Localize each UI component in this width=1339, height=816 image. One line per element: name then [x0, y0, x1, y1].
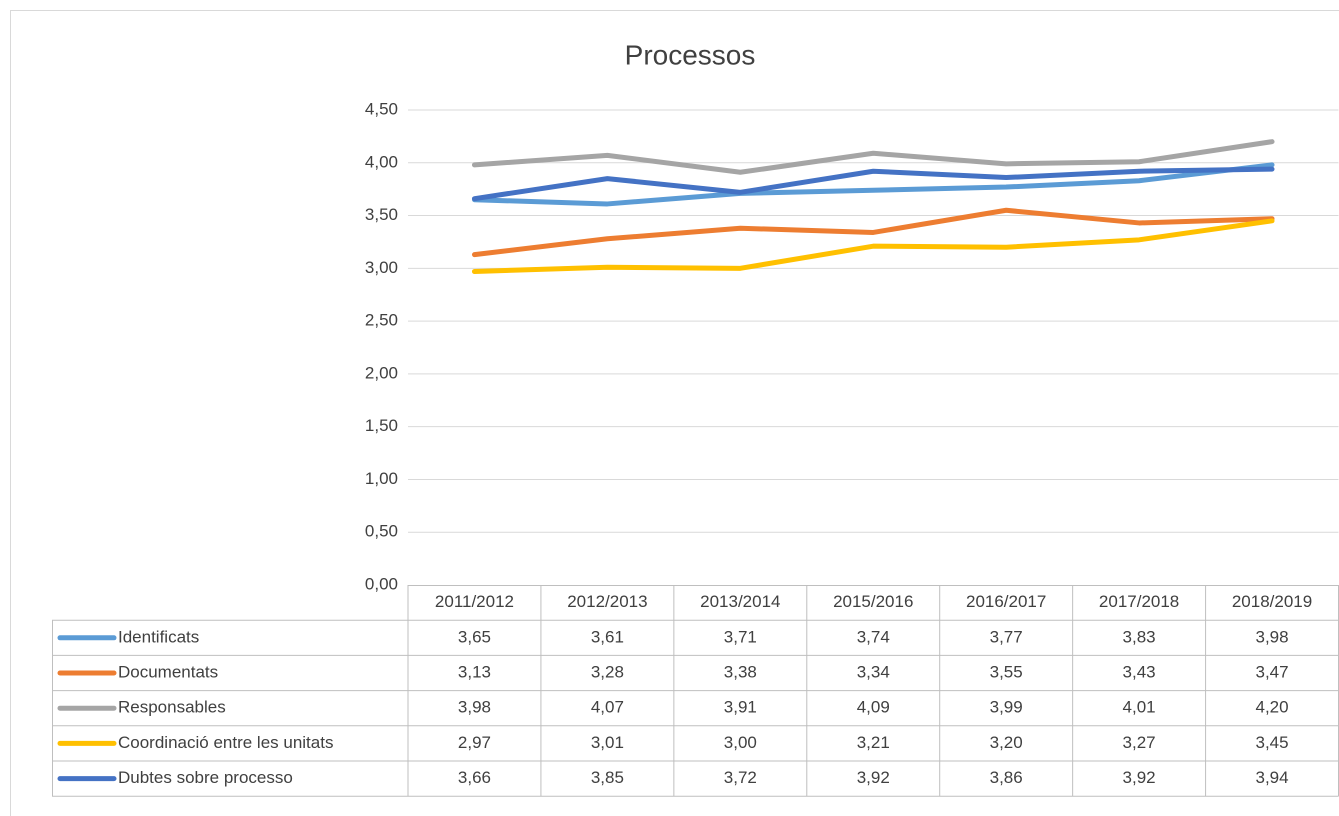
data-label: 3,85 — [591, 768, 624, 787]
chart-border — [10, 10, 1339, 816]
y-tick-label: 4,00 — [365, 152, 398, 171]
data-label: 3,99 — [990, 698, 1023, 717]
data-label: 3,01 — [591, 733, 624, 752]
data-label: 3,71 — [724, 627, 757, 646]
x-tick-label: 2016/2017 — [966, 592, 1046, 611]
x-tick-label: 2011/2012 — [435, 592, 514, 611]
data-label: 4,07 — [591, 698, 624, 717]
y-tick-label: 4,50 — [365, 99, 398, 118]
data-label: 3,74 — [857, 627, 890, 646]
x-tick-label: 2013/2014 — [700, 592, 780, 611]
y-tick-label: 3,00 — [365, 258, 398, 277]
x-tick-label: 2012/2013 — [567, 592, 647, 611]
legend-label: Dubtes sobre processo — [118, 768, 293, 787]
series-line — [471, 139, 1275, 175]
data-label: 3,13 — [458, 662, 491, 681]
data-label: 3,38 — [724, 662, 757, 681]
series-line — [471, 218, 1275, 274]
data-label: 3,28 — [591, 662, 624, 681]
data-label: 3,00 — [724, 733, 757, 752]
legend-label: Coordinació entre les unitats — [118, 733, 333, 752]
data-label: 3,27 — [1123, 733, 1156, 752]
data-label: 3,65 — [458, 627, 491, 646]
data-label: 3,21 — [857, 733, 890, 752]
series-line — [471, 166, 1275, 202]
data-label: 3,92 — [1123, 768, 1156, 787]
legend-label: Responsables — [118, 698, 226, 717]
data-label: 4,09 — [857, 698, 890, 717]
data-label: 3,83 — [1123, 627, 1156, 646]
data-label: 4,20 — [1255, 698, 1288, 717]
data-label: 3,92 — [857, 768, 890, 787]
data-label: 3,98 — [1255, 627, 1288, 646]
data-label: 3,47 — [1255, 662, 1288, 681]
chart-title: Processos — [625, 39, 756, 70]
y-tick-label: 2,50 — [365, 311, 398, 330]
x-tick-label: 2015/2016 — [833, 592, 913, 611]
data-label: 3,77 — [990, 627, 1023, 646]
data-label: 3,98 — [458, 698, 491, 717]
y-tick-label: 3,50 — [365, 205, 398, 224]
data-label: 3,61 — [591, 627, 624, 646]
data-label: 2,97 — [458, 733, 491, 752]
y-tick-label: 0,50 — [365, 522, 398, 541]
y-tick-label: 2,00 — [365, 363, 398, 382]
series-line — [471, 162, 1275, 207]
x-tick-label: 2018/2019 — [1232, 592, 1312, 611]
data-label: 3,86 — [990, 768, 1023, 787]
y-tick-label: 1,50 — [365, 416, 398, 435]
legend-label: Documentats — [118, 662, 218, 681]
y-tick-label: 1,00 — [365, 469, 398, 488]
data-label: 3,94 — [1255, 768, 1288, 787]
y-tick-label: 0,00 — [365, 574, 398, 593]
data-label: 3,91 — [724, 698, 757, 717]
data-label: 3,20 — [990, 733, 1023, 752]
data-label: 3,66 — [458, 768, 491, 787]
data-label: 3,34 — [857, 662, 890, 681]
series-line — [471, 207, 1275, 258]
data-label: 3,72 — [724, 768, 757, 787]
data-label: 4,01 — [1123, 698, 1156, 717]
data-label: 3,55 — [990, 662, 1023, 681]
data-label: 3,43 — [1123, 662, 1156, 681]
legend-label: Identificats — [118, 627, 199, 646]
data-label: 3,45 — [1255, 733, 1288, 752]
x-tick-label: 2017/2018 — [1099, 592, 1179, 611]
